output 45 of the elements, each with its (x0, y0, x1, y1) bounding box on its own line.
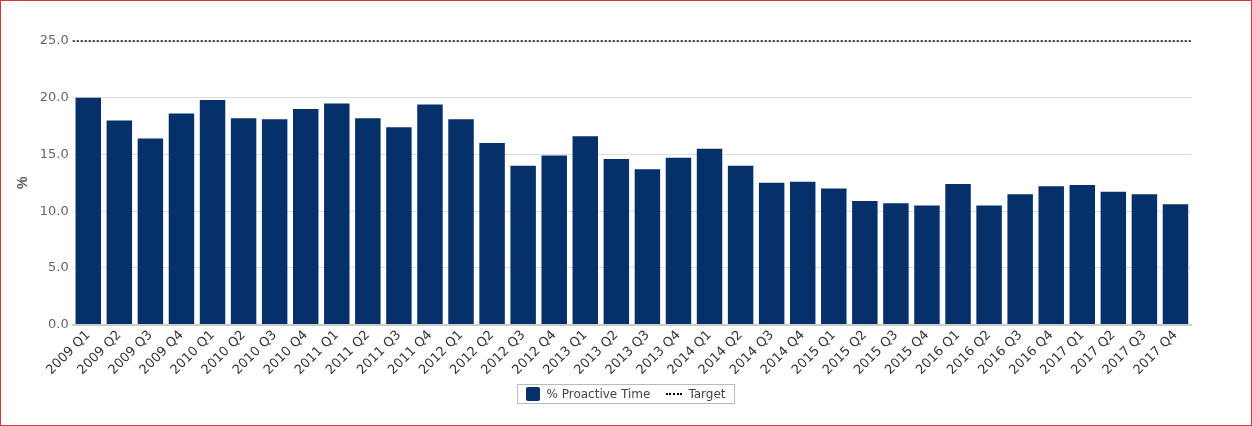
bar (106, 120, 133, 325)
bar (696, 148, 723, 325)
bar (945, 183, 971, 325)
legend-label: Target (688, 387, 726, 401)
bar (417, 104, 443, 325)
bar (883, 203, 909, 325)
bar (448, 119, 474, 325)
bar (292, 109, 319, 325)
legend-label: % Proactive Time (546, 387, 651, 401)
bar (75, 97, 102, 325)
bar (137, 138, 164, 325)
bar (261, 119, 288, 325)
y-tick-label: 20.0 (39, 89, 69, 105)
bar (727, 165, 754, 325)
bar (758, 182, 785, 325)
bar (1007, 194, 1033, 325)
bar (634, 169, 661, 325)
bar (230, 118, 257, 325)
y-tick-label: 0.0 (48, 315, 69, 331)
y-tick-label: 10.0 (39, 202, 69, 218)
bar (168, 113, 195, 325)
bar (510, 165, 536, 325)
y-axis-title: % (14, 176, 31, 190)
bar (976, 205, 1002, 325)
bar (572, 136, 599, 325)
bar (1038, 186, 1064, 325)
bar (914, 205, 940, 325)
bar (1069, 185, 1096, 325)
bar (852, 200, 878, 325)
bar (603, 158, 630, 325)
bar (789, 181, 816, 325)
bar (665, 157, 692, 325)
bar (479, 143, 505, 325)
bar (199, 99, 226, 325)
bar (324, 103, 350, 325)
bar (1162, 204, 1189, 325)
bar (1131, 194, 1158, 325)
y-tick-label: 5.0 (48, 259, 69, 275)
bar (1100, 191, 1127, 325)
bar (386, 127, 412, 325)
bar (541, 155, 567, 325)
y-tick-label: 15.0 (39, 145, 69, 161)
bar (821, 188, 847, 325)
bar (355, 118, 381, 325)
y-tick-label: 25.0 (39, 32, 69, 48)
